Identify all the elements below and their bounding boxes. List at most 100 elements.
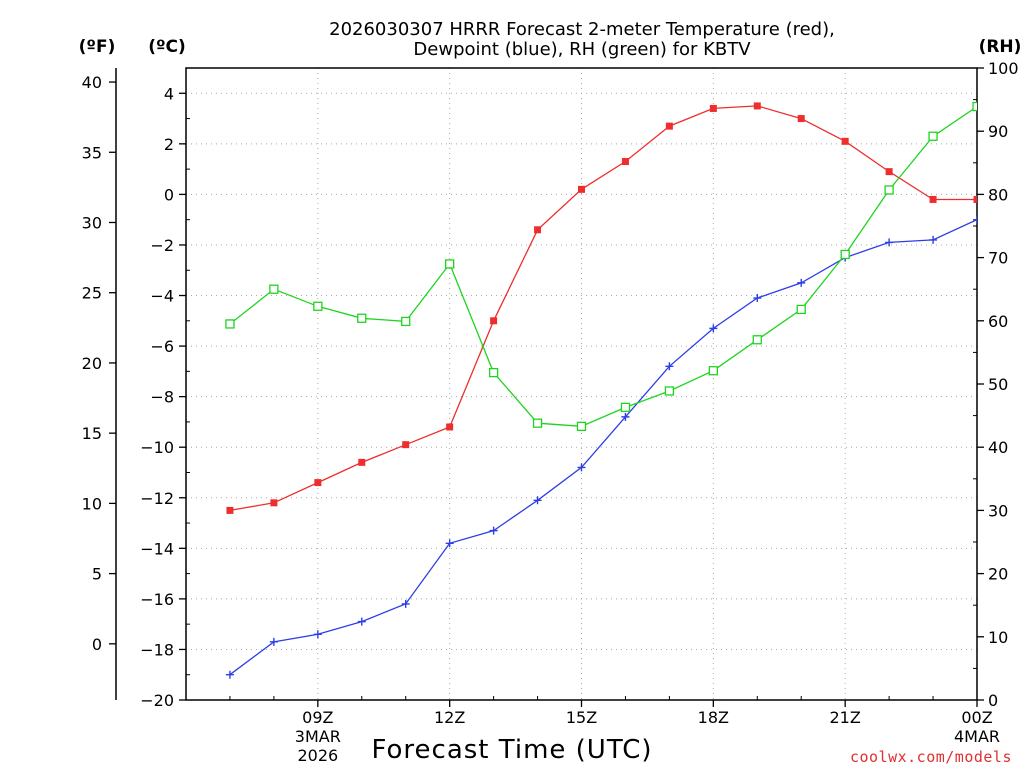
chart-title-line-2: Dewpoint (blue), RH (green) for KBTV: [413, 39, 751, 60]
dewpoint-point: [577, 463, 586, 472]
rh-tick-label: 100: [988, 59, 1019, 78]
rh-point: [708, 366, 718, 376]
celsius-tick-label: −14: [140, 539, 174, 558]
credit-text: coolwx.com/models: [850, 748, 1012, 766]
rh-point: [225, 319, 235, 329]
dewpoint-line: [229, 219, 977, 676]
temperature-point: [314, 479, 322, 487]
celsius-tick-label: −8: [150, 388, 174, 407]
dewpoint-point: [313, 630, 322, 639]
series-layer: [225, 96, 1024, 679]
temperature-point: [358, 458, 366, 466]
x-axis-title: Forecast Time (UTC): [371, 735, 652, 765]
rh-tick-label: 70: [988, 249, 1008, 268]
rh-point: [620, 402, 631, 413]
celsius-tick-label: 4: [164, 84, 174, 103]
temperature-point: [1017, 196, 1024, 203]
fahrenheit-tick-label: 10: [82, 494, 102, 513]
dewpoint-point: [357, 617, 366, 626]
chart-title-line-1: 2026030307 HRRR Forecast 2-meter Tempera…: [329, 19, 835, 40]
rh-tick-label: 80: [988, 185, 1008, 204]
x-tick-label: 09Z: [302, 708, 333, 727]
celsius-tick-label: 0: [164, 185, 174, 204]
rh-line: [229, 105, 977, 427]
celsius-tick-label: −2: [150, 236, 174, 255]
rh-point: [664, 386, 675, 396]
rh-tick-label: 30: [988, 501, 1008, 520]
dewpoint-point: [753, 294, 762, 303]
dewpoint-point: [797, 278, 806, 287]
rh-point: [401, 316, 411, 327]
temperature-point: [446, 423, 454, 431]
rh-point: [532, 418, 543, 428]
celsius-tick-label: −6: [150, 337, 174, 356]
celsius-tick-label: −18: [140, 640, 174, 659]
fahrenheit-tick-label: 20: [82, 354, 102, 373]
rh-point: [928, 131, 938, 141]
dewpoint-point: [973, 215, 977, 224]
x-tick-label: 21Z: [830, 708, 861, 727]
dewpoint-point: [533, 496, 542, 505]
temperature-point: [490, 317, 498, 325]
rh-tick-label: 10: [988, 628, 1008, 647]
rh-point: [269, 284, 279, 294]
fahrenheit-tick-label: 25: [82, 284, 102, 303]
rh-tick-label: 50: [988, 375, 1008, 394]
rh-tick-label: 0: [988, 691, 998, 710]
celsius-tick-label: −10: [140, 438, 174, 457]
fahrenheit-tick-label: 30: [82, 213, 102, 232]
temperature-point: [841, 137, 849, 145]
temperature-point: [885, 168, 893, 176]
grid-lines: [186, 68, 978, 700]
rh-point: [445, 259, 455, 269]
temperature-point: [621, 158, 629, 166]
x-tick-date-label: 4MAR: [954, 727, 1000, 746]
rh-point: [488, 367, 499, 378]
x-tick-label: 00Z: [961, 708, 992, 727]
rh-point: [840, 249, 850, 260]
temperature-point: [578, 185, 585, 193]
series-clip-group: [225, 96, 1024, 679]
dewpoint-point: [269, 637, 278, 646]
rh-tick-label: 90: [988, 122, 1008, 141]
rh-point: [357, 313, 367, 323]
rh-tick-label: 40: [988, 438, 1008, 457]
celsius-tick-label: −12: [140, 489, 174, 508]
celsius-tick-label: −20: [140, 691, 174, 710]
temperature-point: [270, 499, 278, 507]
temperature-point: [665, 122, 673, 130]
celsius-units-label: (ºC): [148, 37, 186, 57]
x-tick-label: 15Z: [566, 708, 597, 727]
rh-point: [1017, 96, 1024, 104]
temperature-point: [402, 441, 410, 449]
temperature-point: [973, 195, 977, 203]
rh-point: [752, 335, 762, 345]
rh-tick-label: 20: [988, 565, 1008, 584]
dewpoint-point: [225, 670, 234, 679]
x-tick-year-label: 2026: [297, 746, 338, 765]
dewpoint-point: [489, 526, 498, 535]
rh-point: [884, 185, 894, 195]
dewpoint-point: [929, 235, 938, 244]
celsius-tick-label: −16: [140, 590, 174, 609]
dewpoint-point: [709, 324, 718, 333]
rh-tick-label: 60: [988, 312, 1008, 331]
dewpoint-point: [665, 362, 674, 371]
axes-layer: −20−18−16−14−12−10−8−6−4−202405101520253…: [82, 59, 1019, 765]
fahrenheit-tick-label: 35: [82, 143, 102, 162]
temperature-point: [929, 195, 937, 203]
temperature-point: [709, 104, 717, 112]
rh-point: [972, 101, 977, 112]
temperature-line: [229, 105, 977, 512]
rh-point: [796, 304, 806, 315]
dewpoint-point: [445, 539, 454, 548]
dewpoint-point: [401, 599, 410, 608]
x-tick-date-label: 3MAR: [295, 727, 341, 746]
fahrenheit-tick-label: 15: [82, 424, 102, 443]
dewpoint-point: [885, 238, 894, 247]
rh-point: [313, 301, 323, 311]
rh-units-label: (RH): [979, 37, 1022, 57]
celsius-tick-label: 2: [164, 135, 174, 154]
temperature-point: [534, 226, 542, 234]
temperature-point: [753, 102, 761, 110]
